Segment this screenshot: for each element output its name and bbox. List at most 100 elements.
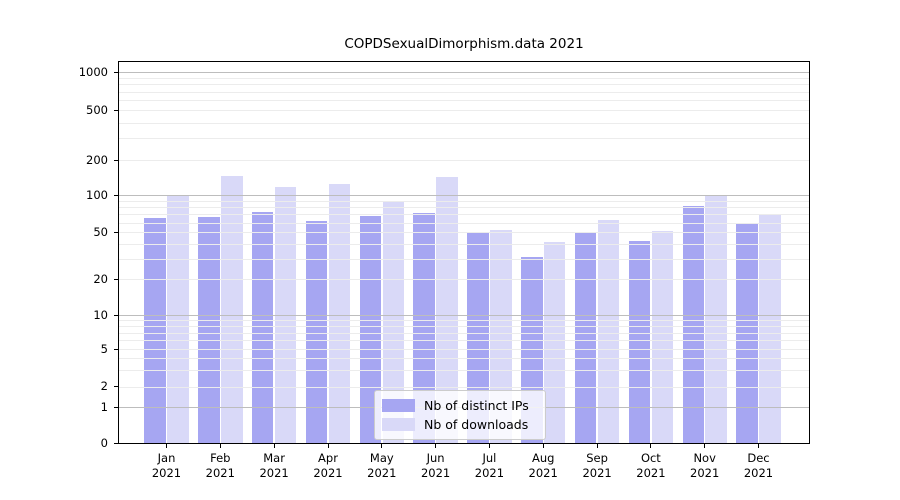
y-tick-label-100: 100 <box>86 187 108 202</box>
bar-ips-dec <box>736 223 758 444</box>
bar-ips-feb <box>198 217 220 444</box>
legend: Nb of distinct IPs Nb of downloads <box>374 390 546 440</box>
x-tick-year: 2021 <box>420 466 451 480</box>
x-tick-year: 2021 <box>474 466 505 480</box>
bar-ips-apr <box>305 221 328 444</box>
bar-ips-mar <box>251 211 274 444</box>
y-tick-5 <box>113 348 118 350</box>
x-tick-month: Jan <box>157 451 176 465</box>
x-tick-label-sep: Sep 2021 <box>565 451 629 481</box>
bar-downloads-sep <box>597 220 620 444</box>
legend-swatch-distinct-ips <box>382 399 415 412</box>
x-tick-year: 2021 <box>259 466 289 480</box>
bar-downloads-mar <box>274 186 297 444</box>
bar-ips-jan <box>144 217 166 444</box>
x-tick-year: 2021 <box>151 466 182 480</box>
x-tick-dec <box>758 444 759 448</box>
x-tick-month: Jul <box>482 451 497 465</box>
legend-item-distinct-ips: Nb of distinct IPs <box>382 396 537 415</box>
x-tick-year: 2021 <box>313 466 343 480</box>
bars-layer <box>118 61 810 444</box>
y-tick-100 <box>113 194 118 196</box>
x-tick-feb <box>219 444 221 448</box>
x-tick-jun <box>435 444 437 448</box>
x-tick-label-feb: Feb 2021 <box>188 451 252 481</box>
y-tick-label-1000: 1000 <box>78 64 108 79</box>
x-tick-month: Jun <box>426 451 445 465</box>
x-tick-month: Oct <box>640 451 661 465</box>
x-tick-year: 2021 <box>743 466 774 480</box>
y-tick-label-0: 0 <box>100 436 108 450</box>
plot-area: Nb of distinct IPs Nb of downloads <box>118 61 810 444</box>
y-tick-label-2: 2 <box>100 379 108 393</box>
x-tick-year: 2021 <box>582 466 612 480</box>
x-tick-label-aug: Aug 2021 <box>511 451 575 481</box>
x-tick-jan <box>166 444 167 448</box>
x-tick-label-oct: Oct 2021 <box>619 451 683 481</box>
bar-downloads-oct <box>651 230 674 444</box>
bar-downloads-jan <box>167 195 189 444</box>
legend-swatch-downloads <box>382 418 415 431</box>
legend-label-downloads: Nb of downloads <box>424 417 529 432</box>
x-tick-apr <box>327 444 329 448</box>
x-tick-year: 2021 <box>528 466 558 480</box>
x-tick-month: Dec <box>747 451 770 465</box>
x-tick-label-jun: Jun 2021 <box>404 451 468 481</box>
x-tick-month: Mar <box>263 451 285 465</box>
bar-ips-sep <box>574 231 597 444</box>
x-tick-jul <box>488 444 490 448</box>
x-tick-year: 2021 <box>690 466 720 480</box>
x-tick-year: 2021 <box>205 466 235 480</box>
bar-downloads-jun <box>436 176 458 444</box>
x-tick-label-may: May 2021 <box>350 451 414 481</box>
y-tick-label-500: 500 <box>86 102 108 117</box>
y-tick-200 <box>113 159 118 161</box>
x-tick-month: Apr <box>318 451 338 465</box>
y-tick-1 <box>113 406 118 408</box>
x-tick-may <box>381 444 383 448</box>
x-tick-label-jul: Jul 2021 <box>457 451 521 481</box>
y-tick-50 <box>113 231 118 233</box>
bar-downloads-dec <box>759 213 781 444</box>
x-tick-mar <box>273 444 275 448</box>
y-tick-500 <box>113 109 118 111</box>
x-tick-month: Sep <box>586 451 608 465</box>
x-tick-label-mar: Mar 2021 <box>242 451 306 481</box>
x-tick-month: Feb <box>210 451 231 465</box>
legend-item-downloads: Nb of downloads <box>382 415 537 434</box>
x-tick-label-jan: Jan 2021 <box>135 451 199 481</box>
y-tick-label-20: 20 <box>93 271 108 286</box>
bar-ips-jun <box>413 213 435 444</box>
y-tick-2 <box>113 386 118 387</box>
x-tick-oct <box>650 444 652 448</box>
x-tick-aug <box>542 444 544 448</box>
bar-downloads-may <box>382 201 404 444</box>
x-tick-year: 2021 <box>367 466 397 480</box>
bar-downloads-aug <box>543 241 566 444</box>
x-tick-label-nov: Nov 2021 <box>673 451 737 481</box>
bar-ips-oct <box>628 240 651 444</box>
x-tick-sep <box>596 444 598 448</box>
x-tick-month: May <box>369 451 394 465</box>
y-tick-label-1: 1 <box>100 399 108 414</box>
x-tick-year: 2021 <box>636 466 666 480</box>
bar-ips-nov <box>682 206 704 444</box>
y-tick-1000 <box>113 71 118 73</box>
bar-downloads-apr <box>328 184 351 444</box>
legend-label-distinct-ips: Nb of distinct IPs <box>424 398 529 413</box>
y-tick-label-50: 50 <box>93 224 108 239</box>
x-tick-label-dec: Dec 2021 <box>727 451 791 481</box>
bar-downloads-feb <box>221 176 243 444</box>
x-tick-month: Aug <box>531 451 555 465</box>
y-tick-label-200: 200 <box>86 152 108 167</box>
y-tick-label-5: 5 <box>100 341 108 356</box>
y-tick-20 <box>113 278 118 280</box>
y-tick-10 <box>113 314 118 316</box>
y-tick-0 <box>113 443 118 444</box>
x-tick-nov <box>704 444 706 448</box>
y-tick-label-10: 10 <box>93 307 108 322</box>
chart-title: COPDSexualDimorphism.data 2021 <box>344 36 584 52</box>
x-tick-label-apr: Apr 2021 <box>296 451 360 481</box>
bar-downloads-nov <box>705 195 727 444</box>
